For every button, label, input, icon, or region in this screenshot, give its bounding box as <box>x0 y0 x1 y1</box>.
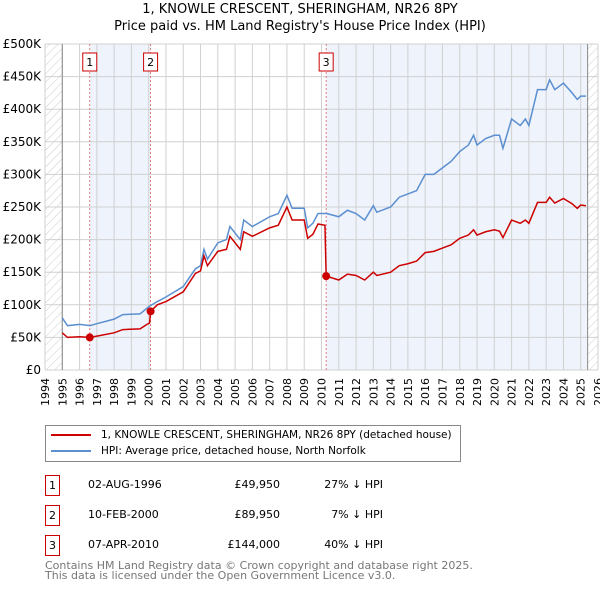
x-tick-label: 1998 <box>108 378 121 406</box>
x-tick-label: 2015 <box>402 378 415 406</box>
footer-line-1: Contains HM Land Registry data © Crown c… <box>45 559 473 572</box>
sale-label-box <box>143 52 159 72</box>
plot-area: 1994 1995 1996 1997 1998 1999 2000 2001 2002 2003… <box>3 37 600 406</box>
sale-point <box>322 272 331 281</box>
y-tick-label: £300K <box>3 167 43 181</box>
x-tick-label: 2016 <box>419 378 432 406</box>
y-tick-label: £350K <box>3 135 43 149</box>
sale-number-badge: 1 <box>45 475 60 496</box>
chart-title: 1, KNOWLE CRESCENT, SHERINGHAM, NR26 8PY <box>142 2 458 17</box>
sale-number-badge: 2 <box>45 505 60 526</box>
x-tick-label: 2022 <box>523 378 536 406</box>
sale-hpi-diff: 7% ↓ HPI <box>331 508 383 521</box>
footer-line-2: This data is licensed under the Open Gov… <box>45 569 396 582</box>
x-tick-label: 2006 <box>246 378 259 406</box>
x-tick-label: 2010 <box>316 378 329 406</box>
sale-point <box>146 307 155 316</box>
x-tick-label: 2000 <box>143 378 156 406</box>
x-tick-label: 2003 <box>195 378 208 406</box>
sale-label-box <box>82 52 98 72</box>
x-tick-label: 2009 <box>298 378 311 406</box>
x-tick-label: 2026 <box>592 378 600 406</box>
y-tick-label: £150K <box>3 265 43 279</box>
sale-row: 2 10-FEB-2000 £89,950 7% ↓ HPI <box>45 505 445 526</box>
sale-row: 1 02-AUG-1996 £49,950 27% ↓ HPI <box>45 475 445 496</box>
x-tick-label: 2002 <box>177 378 190 406</box>
legend-item-property: 1, KNOWLE CRESCENT, SHERINGHAM, NR26 8PY… <box>51 429 452 441</box>
x-tick-label: 2007 <box>264 378 277 406</box>
sale-label-box <box>318 52 334 72</box>
x-tick-label: 2025 <box>575 378 588 406</box>
legend-item-hpi: HPI: Average price, detached house, Nort… <box>51 445 366 457</box>
x-tick-label: 2017 <box>436 378 449 406</box>
x-tick-label: 2008 <box>281 378 294 406</box>
x-tick-label: 2023 <box>540 378 553 406</box>
sale-row: 3 07-APR-2010 £144,000 40% ↓ HPI <box>45 535 445 556</box>
x-tick-label: 2019 <box>471 378 484 406</box>
x-tick-label: 1995 <box>56 378 69 406</box>
legend-swatch-blue <box>51 450 91 452</box>
sale-price: £144,000 <box>227 538 281 551</box>
price-paid-line <box>61 195 586 339</box>
chart-subtitle: Price paid vs. HM Land Registry's House … <box>114 19 486 34</box>
x-tick-label: 2024 <box>557 378 570 406</box>
legend: 1, KNOWLE CRESCENT, SHERINGHAM, NR26 8PY… <box>45 425 461 462</box>
x-tick-label: 2018 <box>454 378 467 406</box>
y-tick-label: £500K <box>3 37 43 51</box>
sale-label: 1 <box>86 56 93 69</box>
sale-price: £89,950 <box>234 508 281 521</box>
x-tick-label: 2001 <box>160 378 173 406</box>
sale-hpi-diff: 27% ↓ HPI <box>324 478 383 491</box>
x-tick-label: 2020 <box>488 378 501 406</box>
sale-label: 2 <box>147 56 154 69</box>
sale-date: 10-FEB-2000 <box>88 508 159 521</box>
sale-price: £49,950 <box>234 478 281 491</box>
y-tick-label: £450K <box>3 70 43 84</box>
legend-label: HPI: Average price, detached house, Nort… <box>101 445 366 457</box>
y-tick-label: £400K <box>3 102 43 116</box>
sale-date: 02-AUG-1996 <box>88 478 162 491</box>
x-tick-label: 2012 <box>350 378 363 406</box>
x-tick-label: 1996 <box>74 378 87 406</box>
sale-date: 07-APR-2010 <box>88 538 160 551</box>
hpi-line <box>61 77 586 327</box>
sale-point <box>85 333 94 342</box>
y-tick-label: £250K <box>3 200 43 214</box>
x-tick-label: 2011 <box>333 378 346 406</box>
y-tick-label: £0 <box>26 363 41 377</box>
legend-swatch-red <box>51 434 91 436</box>
sale-hpi-diff: 40% ↓ HPI <box>324 538 383 551</box>
sale-label: 3 <box>323 56 330 69</box>
x-tick-label: 1999 <box>125 378 138 406</box>
y-tick-label: £200K <box>3 233 43 247</box>
x-tick-label: 2005 <box>229 378 242 406</box>
x-tick-label: 2004 <box>212 378 225 406</box>
x-tick-label: 2021 <box>506 378 519 406</box>
y-tick-label: £50K <box>10 330 42 344</box>
legend-label: 1, KNOWLE CRESCENT, SHERINGHAM, NR26 8PY… <box>101 429 452 441</box>
x-tick-label: 1997 <box>91 378 104 406</box>
x-tick-label: 2014 <box>385 378 398 406</box>
x-tick-label: 1994 <box>39 378 52 406</box>
y-tick-label: £100K <box>3 298 43 312</box>
x-tick-label: 2013 <box>367 378 380 406</box>
footer: Contains HM Land Registry data © Crown c… <box>45 559 473 582</box>
sale-number-badge: 3 <box>45 535 60 556</box>
